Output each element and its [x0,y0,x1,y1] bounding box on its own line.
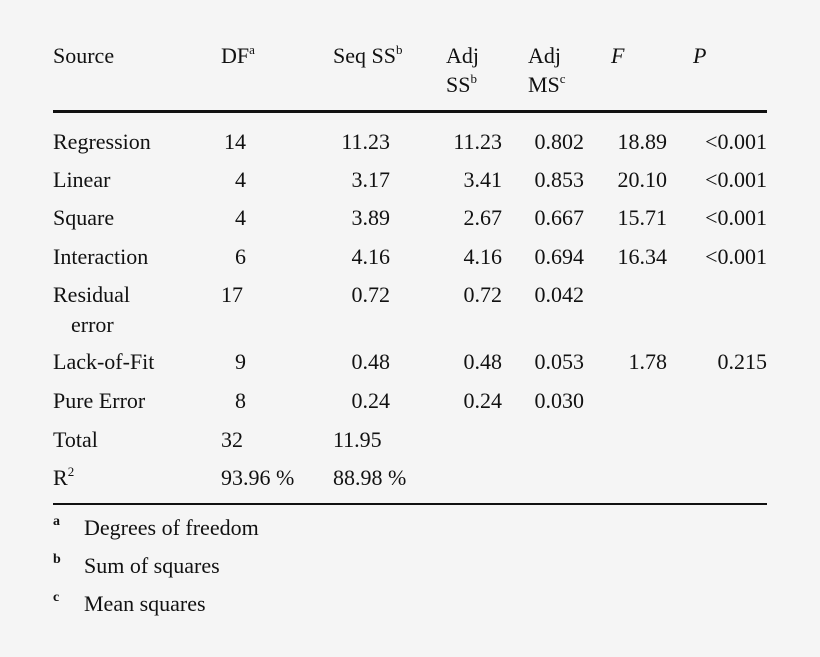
header-seq-ss-sup: b [395,42,403,57]
header-adj-ss-line1: Adj [446,43,479,68]
header-seq-ss-label: Seq SS [333,43,396,68]
row-p: <0.001 [705,205,767,230]
footnote-mark: a [53,514,60,529]
footnote-mark: b [53,552,61,567]
row-adj-ss: 0.72 [463,282,503,307]
header-adj-ms-line1: Adj [528,43,561,68]
row-df: 4 [235,205,246,230]
row-adj-ss: 2.67 [463,205,503,230]
header-seq-ss: Seq SSb [333,42,403,72]
row-source: Interaction [53,244,149,269]
row-adj-ms: 0.853 [534,167,585,192]
header-adj-ms-line2: MSc [528,71,566,101]
row-adj-ms: 0.053 [534,349,585,374]
row-adj-ms: 0.030 [534,388,585,413]
row-adj-ss: 11.23 [453,129,502,154]
row-f: 18.89 [617,129,668,154]
header-adj-ss-label: SS [446,72,471,97]
row-f: 1.78 [628,349,668,374]
row-seq-ss: 11.95 [333,427,382,452]
row-seq-ss: 3.17 [351,167,391,192]
row-seq-ss: 88.98 % [333,465,407,490]
row-adj-ms: 0.667 [534,205,585,230]
row-df: 6 [235,244,246,269]
row-seq-ss: 0.72 [351,282,391,307]
header-df: DFa [221,42,255,72]
row-seq-ss: 0.24 [351,388,391,413]
row-p: <0.001 [705,167,767,192]
header-rule [53,110,767,113]
row-p: <0.001 [705,244,767,269]
header-adj-ss-line2: SSb [446,71,477,101]
row-df: 17 [221,282,243,307]
header-f: F [611,43,625,68]
row-source: Regression [53,129,151,154]
row-p: 0.215 [717,349,768,374]
row-source-label: R [53,465,68,490]
row-adj-ss: 4.16 [463,244,503,269]
row-f: 16.34 [617,244,668,269]
row-df: 9 [235,349,246,374]
row-df: 32 [221,427,243,452]
row-source: Square [53,205,115,230]
row-source: Residual [53,282,130,307]
row-seq-ss: 0.48 [351,349,391,374]
row-df: 8 [235,388,246,413]
row-seq-ss: 11.23 [341,129,390,154]
row-df: 4 [235,167,246,192]
row-seq-ss: 4.16 [351,244,391,269]
row-f: 15.71 [617,205,668,230]
header-df-sup: a [249,42,255,57]
row-df: 93.96 % [221,465,295,490]
header-df-label: DF [221,43,250,68]
row-source-line2: error [71,312,114,337]
row-source: Linear [53,167,111,192]
row-p: <0.001 [705,129,767,154]
bottom-rule [53,503,767,505]
row-adj-ss: 3.41 [463,167,503,192]
row-source: Pure Error [53,388,146,413]
row-f: 20.10 [617,167,668,192]
row-source: Lack-of-Fit [53,349,155,374]
row-df: 14 [224,129,246,154]
footnote-text: Mean squares [84,591,206,616]
footnote-text: Sum of squares [84,553,220,578]
footnote-mark: c [53,590,60,605]
row-source-sup: 2 [67,464,75,479]
header-adj-ms-label: MS [528,72,560,97]
row-seq-ss: 3.89 [351,205,391,230]
row-adj-ms: 0.042 [534,282,585,307]
header-source: Source [53,43,115,68]
row-source: R2 [53,464,75,494]
row-adj-ms: 0.694 [534,244,585,269]
footnote-text: Degrees of freedom [84,515,259,540]
header-adj-ss-sup: b [470,71,477,86]
header-adj-ms-sup: c [559,71,566,86]
header-p: P [693,43,707,68]
row-adj-ss: 0.48 [463,349,503,374]
row-adj-ms: 0.802 [534,129,585,154]
row-adj-ss: 0.24 [463,388,503,413]
row-source: Total [53,427,98,452]
